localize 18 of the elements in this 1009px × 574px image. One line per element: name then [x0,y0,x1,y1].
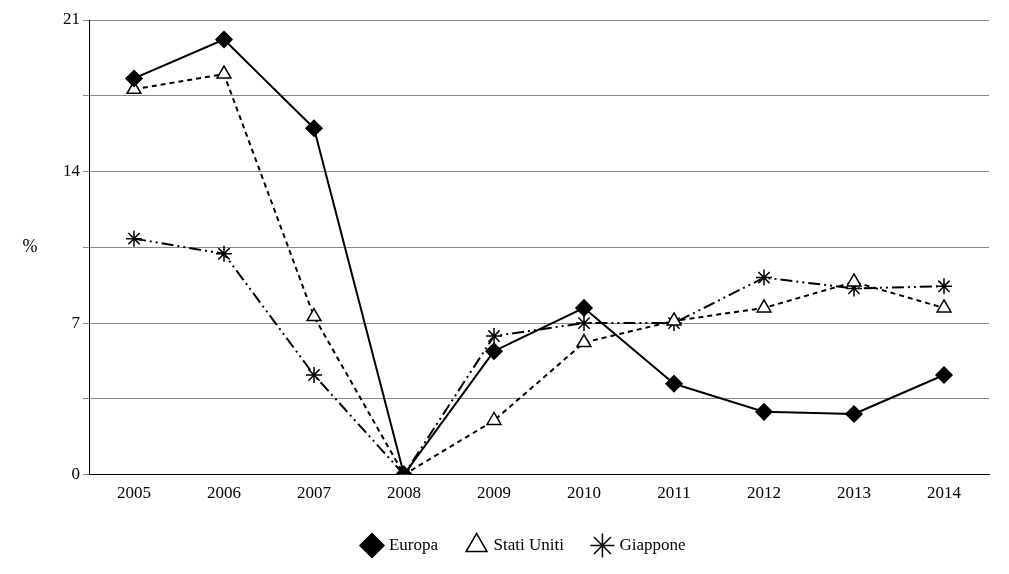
y-tick-label: 7 [71,312,81,332]
x-tick-label: 2008 [387,483,421,503]
legend-label: Europa [388,534,439,554]
x-tick-label: 2005 [117,483,151,503]
x-tick-label: 2007 [297,483,332,503]
y-tick-label: 14 [63,161,81,180]
x-tick-label: 2012 [747,483,781,503]
y-tick-label: 0 [71,464,80,484]
y-tick-label: 21 [63,9,80,29]
y-axis-title: % [22,236,38,257]
x-tick-label: 2009 [477,483,511,503]
x-tick-label: 2014 [927,483,962,503]
x-tick-label: 2013 [837,483,871,503]
x-tick-label: 2006 [207,483,241,503]
x-tick-label: 2010 [567,483,601,503]
legend-label: Giappone [619,534,686,554]
x-tick-label: 2011 [657,483,691,503]
legend-label: Stati Uniti [493,534,565,554]
